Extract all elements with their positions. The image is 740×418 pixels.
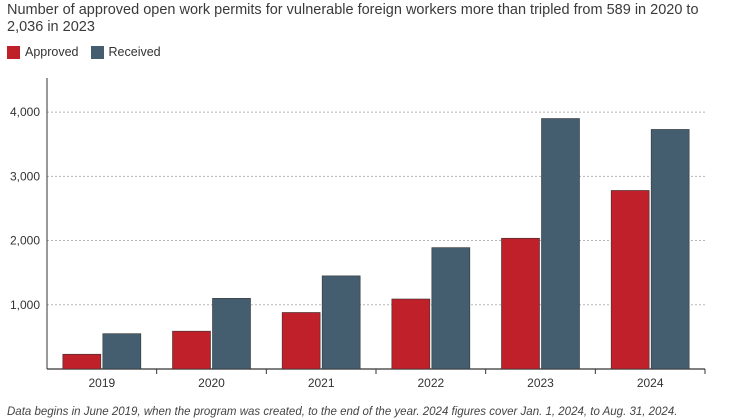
- bar-received-2020: [212, 298, 251, 370]
- x-tick-label-2022: 2022: [417, 376, 444, 390]
- x-tick-label-2020: 2020: [198, 376, 225, 390]
- bar-approved-2021: [281, 312, 321, 370]
- bar-received-2024: [650, 129, 690, 370]
- legend-label-approved: Approved: [25, 45, 79, 59]
- bar-approved-2023: [501, 237, 540, 370]
- chart-footnote: Data begins in June 2019, when the progr…: [7, 406, 678, 418]
- bar-approved-2024: [610, 190, 650, 370]
- bar-received-2021: [321, 275, 361, 370]
- legend-item-approved: Approved: [7, 45, 79, 59]
- legend-label-received: Received: [108, 45, 161, 59]
- bar-approved-2019: [62, 353, 102, 370]
- x-tick-label-2023: 2023: [527, 376, 554, 390]
- x-tick-label-2021: 2021: [308, 376, 335, 390]
- y-tick-label: 4,000: [10, 105, 40, 119]
- x-tick-label-2019: 2019: [88, 376, 115, 390]
- chart-legend: Approved Received: [7, 44, 173, 60]
- y-tick-label: 3,000: [10, 169, 40, 183]
- y-tick-label: 1,000: [10, 298, 40, 312]
- legend-item-received: Received: [90, 45, 161, 59]
- chart-title: Number of approved open work permits for…: [7, 2, 699, 35]
- bar-approved-2020: [172, 330, 211, 370]
- bar-approved-2022: [391, 298, 431, 370]
- bar-received-2019: [102, 333, 142, 370]
- y-tick-label: 2,000: [10, 234, 40, 248]
- bar-received-2023: [541, 118, 580, 370]
- legend-swatch-received: [90, 45, 104, 59]
- x-tick-label-2024: 2024: [637, 376, 664, 390]
- legend-swatch-approved: [7, 45, 20, 59]
- bar-received-2022: [431, 247, 471, 370]
